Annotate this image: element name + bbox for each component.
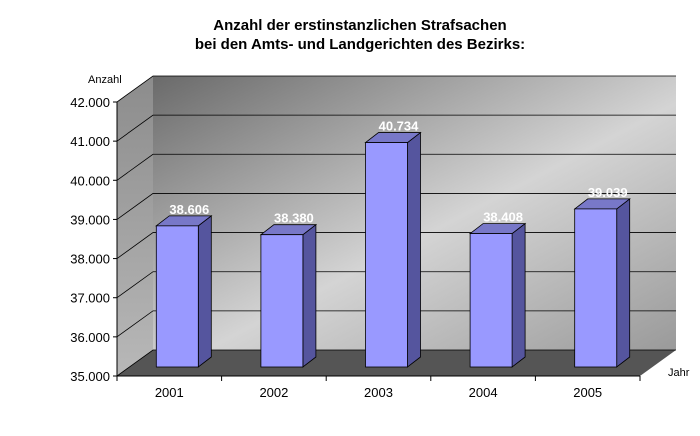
x-tick-label: 2002 [259,385,288,400]
y-tick-label: 42.000 [70,95,110,110]
gridline [116,153,676,181]
y-tick-label: 38.000 [70,252,110,267]
y-axis-label: Anzahl [88,74,122,86]
gridline [116,75,676,103]
bar: 38.408 [468,210,527,368]
y-axis-ticks: 35.000 36.000 37.000 38.000 39.000 40.000 41.0… [70,95,118,384]
y-tick-label: 36.000 [70,330,110,345]
y-tick-label: 37.000 [70,291,110,306]
bar-side [511,222,526,368]
bar-side [616,198,631,368]
bar-side [302,223,317,368]
chart-title-line-1: Anzahl der erstinstanzlichen Strafsachen [213,17,506,34]
data-label: 40.734 [379,119,420,134]
gridline [116,193,676,220]
x-tick-label: 2004 [469,385,498,400]
gridlines [116,75,676,377]
x-axis-label: Jahr [668,367,690,379]
y-tick-label: 39.000 [70,212,110,227]
x-tick-label: 2003 [364,385,393,400]
data-label: 38.606 [169,202,209,217]
x-axis-ticks: 2001 2002 2003 2004 2005 [116,375,641,400]
side-wall [117,76,153,376]
bars: 38.606 38.380 40.734 38.408 39.039 [155,119,631,368]
bar-front [469,233,513,368]
chart-title-line-2: bei den Amts- und Landgerichten des Bezi… [195,36,525,53]
data-label: 38.408 [483,210,523,225]
bar: 38.380 [259,211,318,368]
x-tick-label: 2001 [155,385,184,400]
bar-side [197,215,212,368]
bar-front [574,208,618,368]
y-tick-label: 40.000 [70,173,110,188]
bar-side [407,131,421,368]
bar-front [365,142,408,368]
bar: 38.606 [155,202,213,368]
bar: 39.039 [573,185,631,368]
y-tick-label: 35.000 [70,369,110,384]
bar-front [260,234,304,368]
y-tick-label: 41.000 [70,134,110,149]
bar-front [155,225,199,368]
gridline [116,114,676,142]
bar: 40.734 [364,119,422,368]
data-label: 39.039 [588,185,628,200]
data-label: 38.380 [274,211,314,226]
x-tick-label: 2005 [573,385,602,400]
